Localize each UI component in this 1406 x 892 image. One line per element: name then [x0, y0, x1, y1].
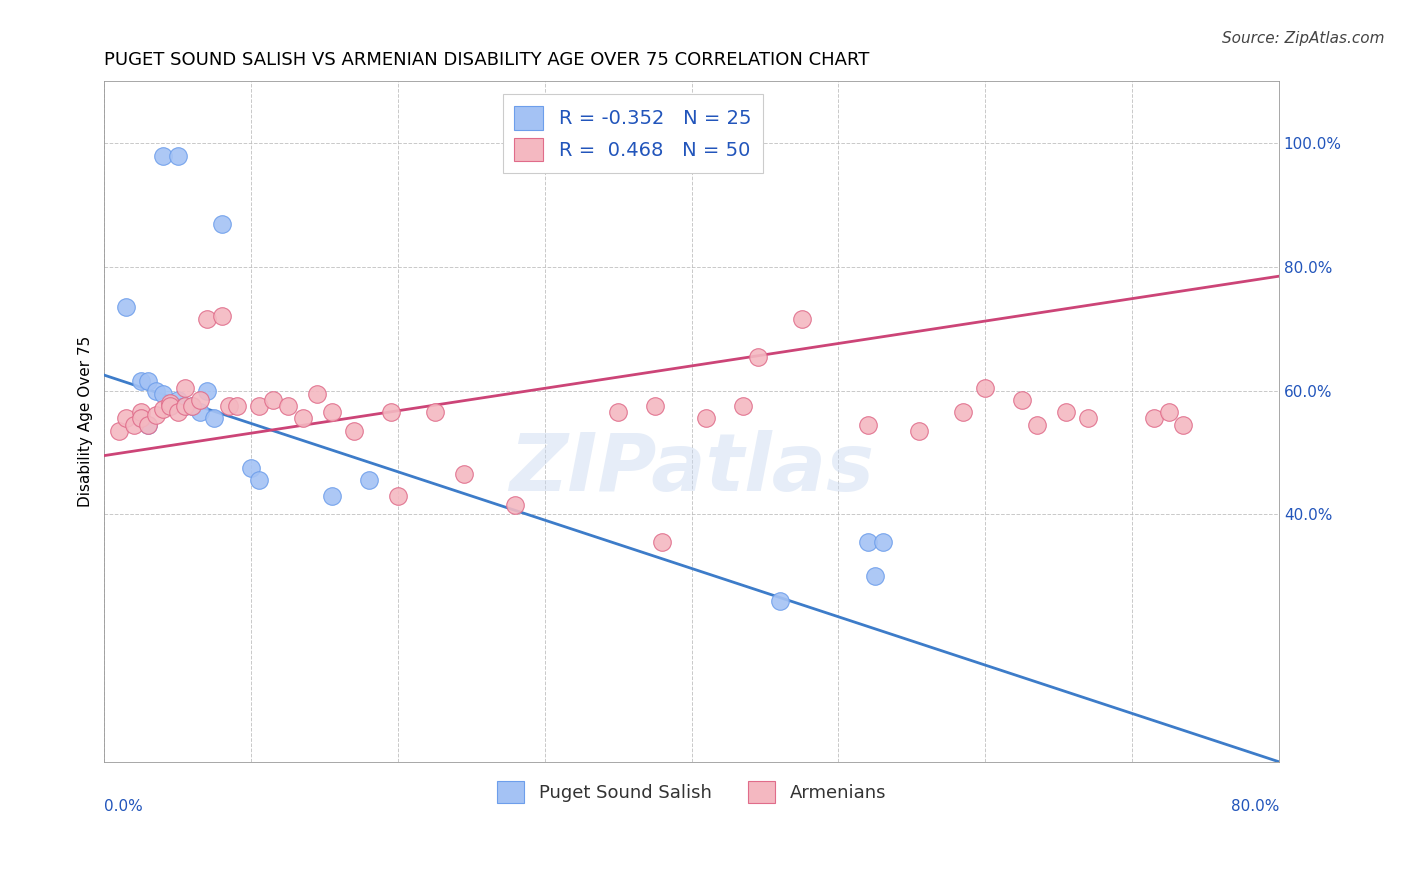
Point [129, 375, 152, 389]
Point [747, 350, 769, 364]
Point [138, 417, 160, 432]
Point [908, 424, 931, 438]
Point [607, 405, 630, 419]
Point [166, 148, 188, 162]
Point [181, 399, 204, 413]
Point [974, 380, 997, 394]
Text: Source: ZipAtlas.com: Source: ZipAtlas.com [1222, 31, 1385, 46]
Point [152, 386, 174, 401]
Point [240, 461, 263, 475]
Point [731, 399, 754, 413]
Point [1011, 392, 1033, 407]
Point [204, 411, 226, 425]
Legend: Puget Sound Salish, Armenians: Puget Sound Salish, Armenians [486, 771, 897, 814]
Text: ZIPatlas: ZIPatlas [509, 430, 875, 508]
Point [1054, 405, 1077, 419]
Point [453, 467, 475, 482]
Point [769, 594, 792, 608]
Point [644, 399, 666, 413]
Point [277, 399, 299, 413]
Point [138, 417, 160, 432]
Point [291, 411, 314, 425]
Point [262, 392, 284, 407]
Point [108, 424, 131, 438]
Point [211, 310, 233, 324]
Point [856, 417, 879, 432]
Point [651, 535, 673, 549]
Point [247, 399, 270, 413]
Point [856, 535, 879, 549]
Point [195, 384, 218, 398]
Point [174, 399, 197, 413]
Point [152, 148, 174, 162]
Point [159, 399, 181, 413]
Point [321, 489, 343, 503]
Point [129, 411, 152, 425]
Point [115, 411, 138, 425]
Point [695, 411, 717, 425]
Point [380, 405, 402, 419]
Point [174, 399, 197, 413]
Point [1077, 411, 1099, 425]
Point [321, 405, 343, 419]
Point [174, 380, 197, 394]
Text: PUGET SOUND SALISH VS ARMENIAN DISABILITY AGE OVER 75 CORRELATION CHART: PUGET SOUND SALISH VS ARMENIAN DISABILIT… [104, 51, 870, 69]
Point [1157, 405, 1180, 419]
Point [152, 402, 174, 417]
Y-axis label: Disability Age Over 75: Disability Age Over 75 [79, 336, 93, 508]
Point [1173, 417, 1195, 432]
Point [166, 405, 188, 419]
Point [343, 424, 366, 438]
Point [211, 217, 233, 231]
Point [181, 399, 204, 413]
Point [1025, 417, 1047, 432]
Point [195, 312, 218, 326]
Point [357, 473, 380, 487]
Point [247, 473, 270, 487]
Point [218, 399, 240, 413]
Point [129, 411, 152, 425]
Point [122, 417, 145, 432]
Point [166, 392, 188, 407]
Point [505, 498, 527, 512]
Point [159, 399, 181, 413]
Point [129, 405, 152, 419]
Point [1143, 411, 1166, 425]
Point [952, 405, 974, 419]
Point [225, 399, 247, 413]
Point [138, 375, 160, 389]
Point [145, 384, 167, 398]
Point [188, 405, 211, 419]
Point [423, 405, 446, 419]
Point [863, 569, 886, 583]
Point [188, 392, 211, 407]
Point [307, 386, 329, 401]
Point [115, 300, 138, 314]
Point [145, 409, 167, 423]
Point [1385, 136, 1406, 151]
Point [159, 396, 181, 410]
Point [790, 312, 813, 326]
Text: 80.0%: 80.0% [1230, 799, 1279, 814]
Point [387, 489, 409, 503]
Point [872, 535, 894, 549]
Text: 0.0%: 0.0% [104, 799, 143, 814]
